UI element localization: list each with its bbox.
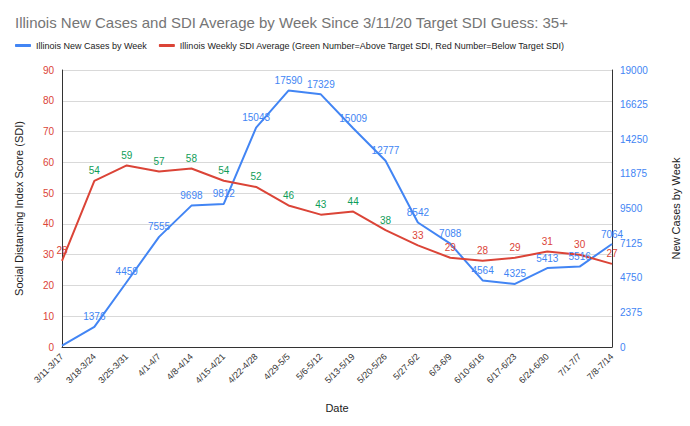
svg-text:2375: 2375: [620, 307, 643, 318]
svg-text:7088: 7088: [439, 228, 462, 239]
svg-text:15009: 15009: [339, 113, 367, 124]
svg-text:5/27-6/2: 5/27-6/2: [391, 351, 421, 381]
svg-text:3/25-3/31: 3/25-3/31: [96, 351, 130, 385]
svg-text:15043: 15043: [242, 112, 270, 123]
svg-text:54: 54: [89, 165, 101, 176]
svg-text:52: 52: [251, 171, 263, 182]
svg-text:7125: 7125: [620, 238, 643, 249]
svg-text:4/22-4/28: 4/22-4/28: [226, 351, 260, 385]
svg-text:0: 0: [48, 342, 54, 353]
svg-text:4/8-4/14: 4/8-4/14: [165, 351, 195, 381]
svg-text:30: 30: [43, 249, 55, 260]
svg-text:50: 50: [43, 188, 55, 199]
svg-text:4325: 4325: [504, 268, 527, 279]
svg-text:9812: 9812: [213, 188, 236, 199]
svg-text:44: 44: [348, 196, 360, 207]
svg-text:60: 60: [43, 157, 55, 168]
svg-text:6/24-6/30: 6/24-6/30: [517, 351, 551, 385]
svg-text:7555: 7555: [148, 221, 171, 232]
svg-text:27: 27: [606, 248, 618, 259]
svg-text:14250: 14250: [620, 134, 648, 145]
svg-text:1376: 1376: [83, 311, 106, 322]
svg-text:4/1-4/7: 4/1-4/7: [136, 351, 163, 378]
svg-text:20: 20: [43, 280, 55, 291]
svg-text:7/8-7/14: 7/8-7/14: [585, 351, 615, 381]
svg-text:4/29-5/5: 4/29-5/5: [262, 351, 292, 381]
svg-text:0: 0: [620, 342, 626, 353]
svg-text:58: 58: [186, 153, 198, 164]
svg-text:29: 29: [445, 242, 457, 253]
svg-text:46: 46: [283, 190, 295, 201]
svg-text:28: 28: [56, 245, 68, 256]
svg-text:33: 33: [412, 230, 424, 241]
svg-text:3/18-3/24: 3/18-3/24: [64, 351, 98, 385]
svg-text:6/10-6/16: 6/10-6/16: [452, 351, 486, 385]
svg-text:9698: 9698: [180, 190, 203, 201]
svg-text:11875: 11875: [620, 168, 648, 179]
svg-text:54: 54: [218, 165, 230, 176]
svg-text:4459: 4459: [116, 266, 139, 277]
svg-text:5516: 5516: [569, 251, 592, 262]
svg-text:80: 80: [43, 95, 55, 106]
svg-text:12777: 12777: [372, 145, 400, 156]
svg-text:5/6-5/12: 5/6-5/12: [294, 351, 324, 381]
svg-text:59: 59: [121, 150, 133, 161]
svg-text:5/13-5/19: 5/13-5/19: [323, 351, 357, 385]
svg-text:7/1-7/7: 7/1-7/7: [556, 351, 583, 378]
svg-text:28: 28: [477, 245, 489, 256]
svg-text:19000: 19000: [620, 65, 648, 76]
svg-text:5413: 5413: [536, 253, 559, 264]
svg-text:4750: 4750: [620, 272, 643, 283]
svg-text:7064: 7064: [601, 229, 624, 240]
svg-text:70: 70: [43, 126, 55, 137]
svg-text:90: 90: [43, 65, 55, 76]
svg-text:38: 38: [380, 215, 392, 226]
svg-text:4/15-4/21: 4/15-4/21: [193, 351, 227, 385]
svg-text:Illinois New Cases by Week: Illinois New Cases by Week: [36, 41, 147, 51]
svg-text:3/11-3/17: 3/11-3/17: [32, 351, 65, 384]
svg-text:8542: 8542: [407, 207, 430, 218]
svg-text:17329: 17329: [307, 79, 335, 90]
svg-text:4564: 4564: [471, 265, 494, 276]
svg-text:5/20-5/26: 5/20-5/26: [355, 351, 389, 385]
svg-text:Date: Date: [325, 402, 348, 414]
svg-text:New Cases by Week: New Cases by Week: [670, 157, 682, 259]
svg-text:6/3-6/9: 6/3-6/9: [427, 351, 454, 378]
svg-text:30: 30: [574, 239, 586, 250]
svg-text:57: 57: [153, 156, 165, 167]
svg-text:40: 40: [43, 218, 55, 229]
svg-text:Social Distancing Index Score: Social Distancing Index Score (SDI): [13, 121, 25, 296]
svg-text:16625: 16625: [620, 99, 648, 110]
svg-text:10: 10: [43, 311, 55, 322]
svg-text:43: 43: [315, 199, 327, 210]
svg-text:9500: 9500: [620, 203, 643, 214]
svg-text:17590: 17590: [275, 75, 303, 86]
svg-text:31: 31: [542, 236, 554, 247]
svg-text:6/17-6/23: 6/17-6/23: [485, 351, 519, 385]
svg-text:29: 29: [509, 242, 521, 253]
svg-text:Illinois New Cases and SDI Ave: Illinois New Cases and SDI Average by We…: [15, 14, 568, 31]
svg-text:Illinois Weekly SDI Average (G: Illinois Weekly SDI Average (Green Numbe…: [180, 41, 564, 51]
